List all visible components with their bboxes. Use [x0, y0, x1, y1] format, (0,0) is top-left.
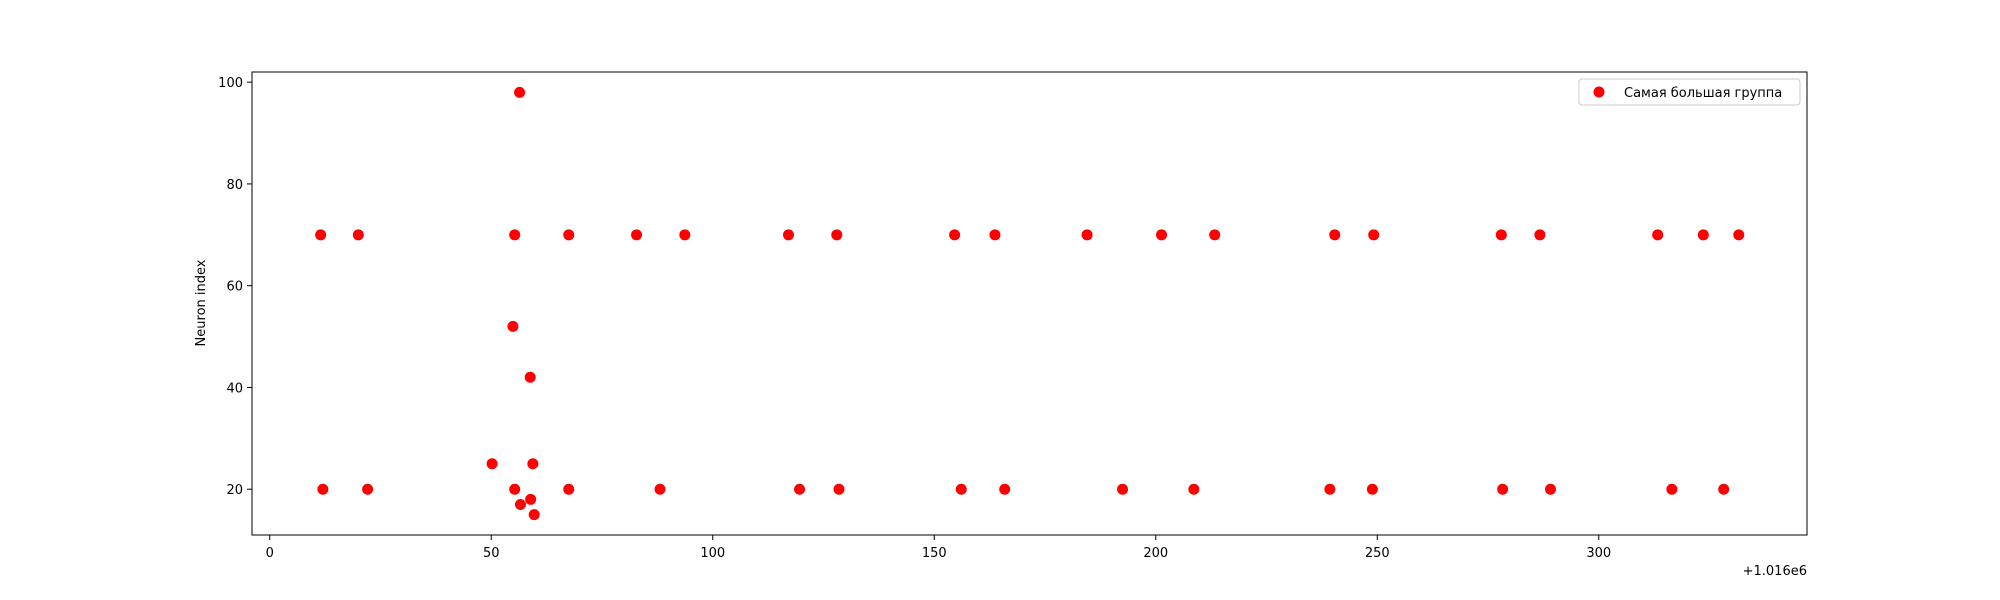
- data-point: [1495, 229, 1507, 241]
- data-point: [831, 229, 843, 241]
- data-points: [315, 86, 1745, 521]
- x-tick-label: 250: [1365, 546, 1390, 561]
- data-point: [1544, 483, 1556, 495]
- data-point: [525, 493, 537, 505]
- data-point: [527, 458, 539, 470]
- x-axis-ticks: 0 50 100 150 200 250 300: [266, 535, 1611, 561]
- data-point: [679, 229, 691, 241]
- y-axis-label: Neuron index: [194, 259, 209, 346]
- data-point: [1733, 229, 1745, 241]
- y-tick-label: 60: [226, 280, 243, 295]
- data-point: [1534, 229, 1546, 241]
- x-tick-label: 150: [922, 546, 947, 561]
- data-point: [1329, 229, 1341, 241]
- y-tick-label: 40: [226, 381, 243, 396]
- legend-box: [1578, 78, 1801, 106]
- plot-area: [251, 71, 1808, 536]
- data-point: [524, 371, 536, 383]
- data-point: [794, 483, 806, 495]
- data-point: [955, 483, 967, 495]
- data-point: [509, 483, 521, 495]
- data-point: [1652, 229, 1664, 241]
- data-point: [514, 498, 526, 510]
- data-point: [507, 320, 519, 332]
- data-point: [317, 483, 329, 495]
- data-point: [631, 229, 643, 241]
- data-point: [528, 509, 540, 521]
- x-tick-label: 0: [266, 546, 274, 561]
- data-point: [362, 483, 374, 495]
- data-point: [1697, 229, 1709, 241]
- data-point: [352, 229, 364, 241]
- y-tick-label: 20: [226, 483, 243, 498]
- x-tick-label: 50: [483, 546, 500, 561]
- data-point: [563, 483, 575, 495]
- data-point: [1188, 483, 1200, 495]
- y-axis-ticks: 20 40 60 80 100: [218, 76, 252, 498]
- data-point: [1368, 229, 1380, 241]
- data-point: [1324, 483, 1336, 495]
- data-point: [514, 86, 526, 98]
- data-point: [1081, 229, 1093, 241]
- data-point: [1117, 483, 1129, 495]
- data-point: [999, 483, 1011, 495]
- x-offset-label: +1.016e6: [1743, 564, 1807, 579]
- data-point: [315, 229, 327, 241]
- data-point: [509, 229, 521, 241]
- data-point: [989, 229, 1001, 241]
- data-point: [1209, 229, 1221, 241]
- x-tick-label: 200: [1143, 546, 1168, 561]
- data-point: [833, 483, 845, 495]
- data-point: [1366, 483, 1378, 495]
- legend: Самая большая группа: [1578, 78, 1801, 106]
- data-point: [949, 229, 961, 241]
- y-tick-label: 80: [226, 178, 243, 193]
- x-tick-label: 300: [1586, 546, 1611, 561]
- legend-entry: Самая большая группа: [1624, 86, 1782, 101]
- data-point: [1666, 483, 1678, 495]
- data-point: [782, 229, 794, 241]
- data-point: [654, 483, 666, 495]
- x-tick-label: 100: [700, 546, 725, 561]
- data-point: [486, 458, 498, 470]
- data-point: [1156, 229, 1168, 241]
- data-point: [1497, 483, 1509, 495]
- data-point: [563, 229, 575, 241]
- y-tick-label: 100: [218, 76, 243, 91]
- legend-marker: [1593, 86, 1605, 98]
- data-point: [1718, 483, 1730, 495]
